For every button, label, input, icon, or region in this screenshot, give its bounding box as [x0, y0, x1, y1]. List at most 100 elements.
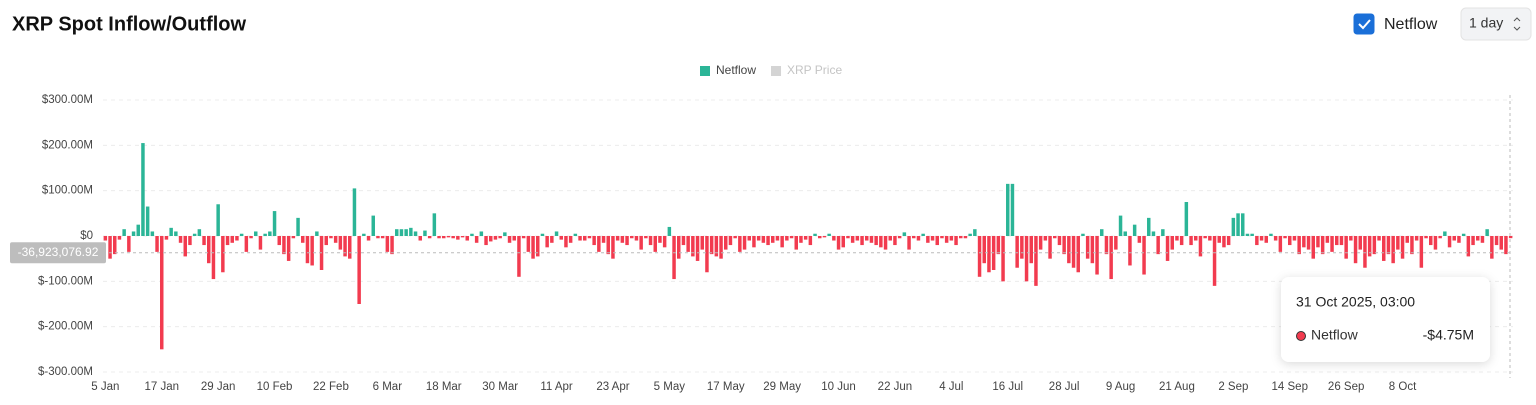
bar [1231, 217, 1236, 236]
bar [1480, 236, 1485, 243]
bar [1288, 236, 1292, 246]
bar [1433, 236, 1438, 250]
bar [1344, 236, 1348, 259]
bar [686, 236, 690, 252]
bar [395, 229, 399, 236]
bar [1142, 236, 1146, 275]
bar [1316, 236, 1320, 248]
bar [536, 236, 540, 257]
bar [235, 236, 239, 241]
bar [949, 236, 954, 241]
bar [305, 236, 310, 264]
bar [362, 233, 366, 236]
bar [982, 236, 986, 264]
bar [192, 233, 197, 236]
bar [1010, 183, 1015, 236]
bar [888, 236, 892, 241]
bar [672, 236, 676, 280]
bar [1161, 229, 1165, 236]
interval-select[interactable] [1460, 7, 1532, 41]
bar [996, 236, 1001, 255]
bar [1508, 236, 1513, 239]
bar [1109, 236, 1113, 280]
bar [1396, 236, 1400, 250]
bar [1353, 236, 1358, 264]
bar [714, 236, 719, 257]
tooltip: 31 Oct 2025, 03:00 Netflow -$4.75M [1281, 277, 1490, 362]
bar [973, 229, 977, 236]
bar [1320, 236, 1325, 255]
bar [677, 236, 681, 259]
x-tick-label: 22 Jun [878, 381, 913, 393]
bar [733, 236, 737, 239]
bar [1452, 236, 1456, 241]
bar [390, 236, 394, 255]
bar [850, 236, 855, 243]
bar [1447, 236, 1452, 248]
checkbox[interactable] [1353, 13, 1375, 35]
bar [564, 236, 568, 248]
x-tick-label: 26 Sep [1328, 381, 1364, 393]
bar [648, 236, 653, 246]
bar [272, 211, 277, 236]
bar [1217, 236, 1221, 243]
bar [959, 236, 963, 239]
bar [315, 231, 319, 236]
bar [968, 233, 972, 236]
legend-label: Netflow [716, 63, 756, 77]
bar [1311, 236, 1315, 259]
bar [1499, 236, 1503, 250]
bar [418, 236, 422, 241]
y-tick-label: $-200.00M [38, 321, 93, 333]
bar [827, 233, 831, 236]
bar [1208, 236, 1212, 241]
bar [785, 236, 789, 241]
x-tick-label: 2 Sep [1218, 381, 1248, 393]
bar [432, 213, 437, 236]
bar [451, 236, 455, 239]
legend-swatch [700, 66, 710, 76]
bar [493, 236, 498, 240]
bar [756, 236, 761, 241]
checkbox-label[interactable]: Netflow [1384, 16, 1438, 33]
bar [620, 236, 625, 243]
legend: Netflow XRP Price [700, 63, 842, 77]
bar [554, 231, 559, 236]
bar [1424, 236, 1428, 239]
bar [630, 236, 634, 239]
bar [1358, 236, 1362, 250]
bar [521, 236, 526, 239]
x-tick-label: 17 May [707, 381, 745, 393]
interval-label[interactable]: 1 day [1469, 15, 1503, 31]
bar [1429, 236, 1433, 246]
bar [742, 236, 747, 250]
bar [301, 236, 305, 243]
bar [860, 236, 864, 246]
bar [583, 236, 587, 241]
bar [1043, 236, 1048, 241]
x-tick-label: 6 Mar [373, 381, 403, 393]
bar [239, 233, 244, 236]
bar [446, 236, 451, 238]
bar [512, 236, 516, 241]
bar [277, 236, 281, 246]
bar [1414, 236, 1419, 241]
bar [832, 236, 836, 241]
bar [131, 231, 136, 236]
x-tick-label: 22 Feb [313, 381, 349, 393]
bar [423, 230, 427, 236]
bar [912, 236, 916, 239]
bar [1151, 231, 1156, 236]
bar [841, 236, 845, 248]
bar [559, 236, 563, 240]
y-tick-label: $-100.00M [38, 275, 93, 287]
x-tick-label: 21 Aug [1159, 381, 1195, 393]
bar [808, 236, 813, 246]
bar [597, 236, 601, 252]
bar [385, 236, 390, 252]
bar [348, 236, 352, 259]
crosshair-label-box [10, 242, 106, 264]
bar [662, 236, 667, 248]
bar [1349, 236, 1353, 241]
bar [1189, 236, 1193, 246]
